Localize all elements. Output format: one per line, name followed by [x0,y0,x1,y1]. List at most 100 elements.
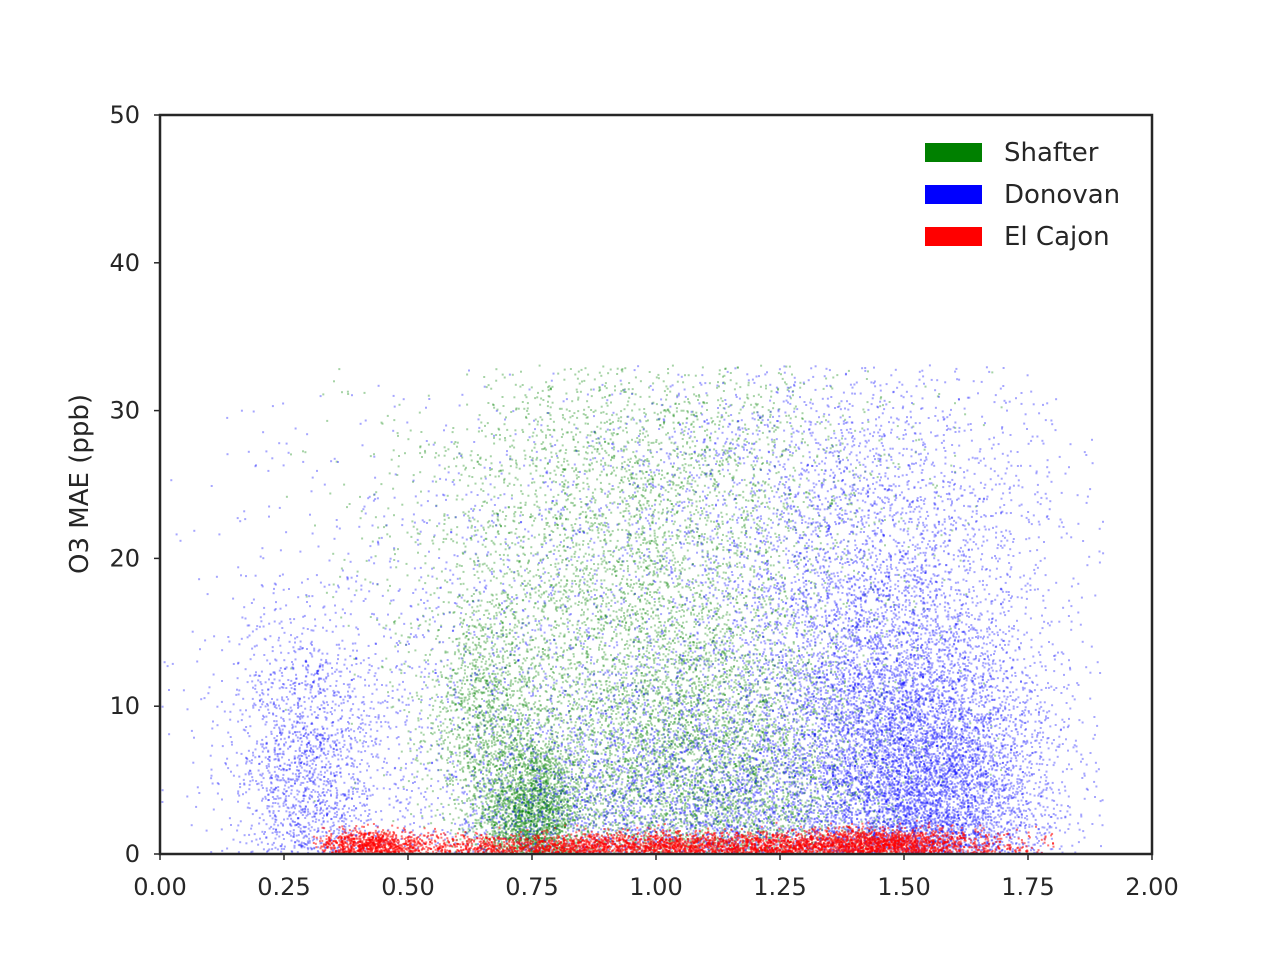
data-point [479,782,481,785]
data-point [525,814,528,817]
data-point [648,651,651,654]
data-point [521,774,524,777]
data-point [450,677,453,680]
data-point [493,735,496,738]
data-point [515,844,518,847]
data-point [533,825,536,828]
data-point [482,756,485,759]
data-point [493,744,496,747]
data-point [598,826,601,829]
data-point [506,673,509,676]
data-point [621,662,624,665]
data-point [545,833,548,836]
data-point [466,764,469,767]
data-point [508,835,511,838]
data-point [526,806,529,809]
data-point [787,749,790,751]
data-point [559,771,562,774]
data-point [490,754,493,757]
data-point [517,778,520,781]
data-point [495,593,498,596]
data-point [715,737,718,740]
data-point [500,592,503,595]
data-point [468,690,471,693]
data-point [476,619,479,622]
data-point [502,783,505,786]
data-point [456,724,459,727]
data-point [498,655,501,658]
data-point [535,765,538,768]
data-point [435,740,438,743]
data-point [453,765,455,768]
data-point [466,702,469,705]
data-point [651,792,654,795]
data-point [541,836,543,839]
data-point [513,617,516,620]
data-point [515,818,518,821]
data-point [486,743,489,746]
data-point [495,773,497,776]
data-point [519,825,521,828]
data-point [502,835,505,838]
data-point [540,814,543,817]
data-point [501,808,504,811]
data-point [545,764,548,766]
data-point [457,816,460,819]
data-point [520,765,523,768]
data-point [512,757,515,760]
data-point [488,652,491,655]
data-point [475,805,478,808]
data-point [789,765,792,768]
data-point [493,809,496,812]
data-point [494,802,496,805]
data-point [486,617,489,619]
data-point [516,796,519,799]
data-point [769,718,772,721]
data-point [508,819,511,822]
data-point [691,651,694,654]
data-point [559,782,562,785]
data-point [505,811,508,814]
data-point [520,789,523,792]
data-point [842,766,845,769]
data-point [498,768,501,771]
data-point [522,751,525,754]
data-point [446,746,449,749]
data-point [494,824,496,826]
data-point [480,826,483,829]
data-point [462,706,465,709]
data-point [560,741,563,744]
data-point [670,773,673,776]
data-point [507,828,510,830]
data-point [525,810,528,813]
data-point [455,778,458,781]
data-point [467,638,470,641]
data-point [486,822,489,825]
data-point [512,770,515,773]
data-point [457,716,460,719]
data-point [469,799,472,802]
data-point [508,772,511,775]
data-point [485,774,488,777]
data-point [503,822,506,825]
data-point [642,674,645,677]
data-point [563,673,566,676]
data-point [441,702,444,705]
data-point [486,792,489,795]
data-point [533,762,536,765]
data-point [445,731,448,734]
data-point [646,766,649,769]
data-point [493,677,496,680]
data-point [700,812,703,815]
data-point [541,837,544,840]
data-point [534,806,537,809]
data-point [709,683,712,686]
data-point [504,650,506,653]
data-point [524,784,527,787]
data-point [504,716,507,719]
data-point [533,814,536,817]
data-point [489,795,492,798]
data-point [564,763,567,766]
data-point [544,798,547,801]
data-point [520,757,523,759]
